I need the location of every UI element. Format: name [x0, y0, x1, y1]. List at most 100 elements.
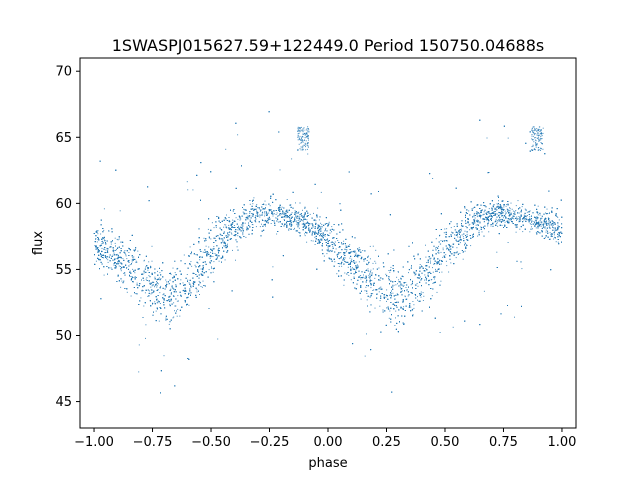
scatter-point — [103, 229, 105, 231]
scatter-point — [261, 223, 262, 225]
scatter-point — [144, 292, 146, 294]
scatter-point — [501, 224, 503, 226]
scatter-point — [547, 213, 549, 214]
scatter-point — [272, 211, 273, 213]
scatter-point — [165, 279, 167, 281]
scatter-point — [395, 284, 397, 286]
scatter-point — [148, 275, 150, 277]
scatter-point — [113, 264, 115, 266]
scatter-point — [349, 245, 350, 247]
scatter-point — [468, 224, 470, 226]
scatter-point — [214, 237, 216, 239]
scatter-point — [112, 254, 114, 256]
scatter-point — [500, 207, 502, 209]
scatter-point — [196, 289, 198, 291]
scatter-point — [288, 221, 290, 222]
scatter-point — [277, 215, 278, 217]
scatter-point — [402, 286, 404, 287]
scatter-point — [419, 266, 421, 268]
scatter-point — [541, 217, 543, 219]
scatter-point — [114, 237, 116, 239]
scatter-point — [187, 189, 189, 191]
scatter-point — [470, 245, 472, 247]
scatter-point — [286, 222, 288, 224]
scatter-point — [174, 310, 175, 312]
scatter-point — [188, 282, 190, 284]
scatter-point — [470, 228, 472, 229]
scatter-point — [469, 229, 471, 231]
scatter-point — [493, 206, 494, 208]
scatter-point — [293, 229, 295, 230]
scatter-point — [270, 223, 272, 224]
scatter-point — [495, 218, 497, 220]
scatter-point — [386, 289, 388, 291]
scatter-point — [154, 286, 155, 288]
scatter-point — [183, 254, 185, 256]
scatter-point — [242, 234, 244, 236]
scatter-point — [403, 306, 405, 308]
scatter-point — [355, 268, 357, 270]
scatter-point — [549, 226, 551, 228]
scatter-point — [335, 248, 337, 250]
scatter-point — [312, 240, 314, 242]
scatter-point — [286, 215, 288, 217]
scatter-point — [115, 249, 117, 251]
scatter-point — [397, 271, 399, 272]
scatter-point — [259, 210, 261, 212]
scatter-point — [213, 246, 215, 248]
scatter-point — [212, 256, 214, 257]
scatter-point — [414, 271, 416, 273]
scatter-point — [529, 217, 531, 219]
scatter-point — [506, 208, 508, 210]
scatter-point — [318, 232, 320, 234]
scatter-point — [294, 210, 296, 212]
scatter-point — [331, 231, 332, 233]
scatter-point — [413, 271, 415, 273]
scatter-point — [423, 295, 425, 297]
scatter-point — [302, 209, 303, 211]
scatter-point — [425, 279, 427, 281]
scatter-point — [177, 308, 179, 310]
scatter-point — [515, 210, 517, 212]
scatter-point — [346, 249, 348, 251]
scatter-point — [150, 293, 152, 295]
scatter-point — [266, 221, 268, 223]
scatter-point — [103, 274, 105, 276]
scatter-point — [542, 215, 543, 217]
scatter-point — [177, 295, 179, 297]
scatter-point — [372, 245, 374, 247]
scatter-point — [159, 292, 161, 294]
scatter-point — [497, 204, 499, 206]
scatter-point — [235, 259, 236, 261]
scatter-point — [116, 248, 117, 250]
scatter-point — [306, 219, 308, 221]
scatter-point — [532, 228, 533, 230]
scatter-point — [173, 302, 175, 304]
scatter-point — [180, 294, 181, 296]
scatter-point — [309, 213, 311, 215]
scatter-point — [265, 204, 267, 206]
scatter-point — [461, 230, 462, 232]
scatter-point — [101, 243, 103, 245]
scatter-point — [479, 212, 481, 214]
scatter-point — [191, 265, 193, 267]
scatter-point — [544, 226, 546, 228]
scatter-point — [358, 247, 360, 249]
scatter-point — [497, 225, 499, 227]
scatter-point — [507, 137, 509, 139]
scatter-point — [153, 291, 155, 293]
scatter-point — [440, 251, 442, 253]
scatter-point — [436, 270, 438, 272]
scatter-point — [439, 332, 441, 333]
scatter-point — [145, 278, 147, 280]
scatter-point — [189, 246, 191, 248]
scatter-point — [478, 230, 480, 232]
scatter-point — [136, 277, 137, 278]
scatter-point — [159, 272, 161, 274]
scatter-point — [195, 254, 197, 256]
scatter-point — [165, 317, 167, 319]
scatter-point — [294, 227, 295, 229]
scatter-point — [430, 279, 432, 281]
scatter-point — [95, 260, 97, 262]
scatter-point — [276, 212, 278, 214]
